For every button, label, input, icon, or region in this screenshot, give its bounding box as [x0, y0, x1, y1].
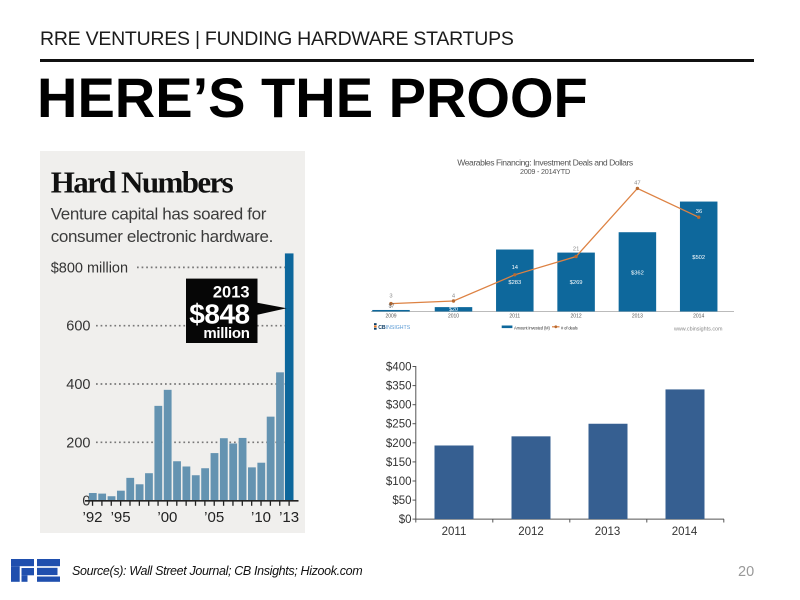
svg-text:2014: 2014: [672, 526, 698, 538]
svg-text:36: 36: [696, 209, 702, 215]
svg-text:2009 - 2014YTD: 2009 - 2014YTD: [520, 167, 570, 176]
svg-text:’13: ’13: [279, 509, 299, 526]
svg-text:Amount Invested (M): Amount Invested (M): [514, 325, 550, 330]
svg-text:$283: $283: [508, 280, 521, 286]
svg-text:$250: $250: [386, 419, 412, 431]
svg-text:million: million: [203, 325, 249, 342]
svg-text:’10: ’10: [250, 509, 270, 526]
svg-text:3: 3: [389, 294, 392, 300]
svg-text:$0: $0: [399, 514, 412, 526]
svg-text:Wearables Financing: Investmen: Wearables Financing: Investment Deals an…: [457, 158, 633, 168]
svg-text:21: 21: [573, 247, 579, 253]
svg-text:400: 400: [66, 377, 90, 393]
svg-text:$800 million: $800 million: [50, 260, 127, 276]
svg-text:2012: 2012: [518, 526, 544, 538]
svg-text:200: 200: [66, 435, 90, 451]
svg-text:600: 600: [66, 319, 90, 335]
svg-text:2014: 2014: [693, 314, 704, 320]
svg-text:$400: $400: [386, 362, 412, 374]
svg-text:2013: 2013: [212, 283, 249, 301]
svg-text:’95: ’95: [110, 509, 130, 526]
svg-text:www.cbinsights.com: www.cbinsights.com: [673, 327, 723, 333]
svg-text:4: 4: [452, 293, 456, 299]
svg-text:$20: $20: [449, 307, 458, 313]
svg-text:2013: 2013: [595, 526, 621, 538]
svg-text:’05: ’05: [204, 509, 224, 526]
svg-text:Venture capital has soared for: Venture capital has soared for: [50, 204, 266, 223]
svg-text:$50: $50: [392, 495, 411, 507]
svg-text:2012: 2012: [571, 314, 582, 320]
svg-text:’92: ’92: [82, 509, 102, 526]
svg-text:$362: $362: [631, 271, 644, 277]
svg-text:2013: 2013: [632, 314, 643, 320]
svg-text:$502: $502: [692, 255, 705, 261]
svg-text:$200: $200: [386, 438, 412, 450]
svg-text:2011: 2011: [509, 314, 520, 320]
svg-text:$150: $150: [386, 457, 412, 469]
svg-text:2010: 2010: [448, 314, 459, 320]
svg-text:47: 47: [634, 180, 640, 186]
svg-text:Hard Numbers: Hard Numbers: [50, 165, 233, 200]
svg-text:2011: 2011: [442, 526, 467, 538]
svg-text:CBINSIGHTS: CBINSIGHTS: [378, 325, 411, 331]
svg-text:$269: $269: [570, 280, 583, 286]
svg-text:2009: 2009: [385, 314, 396, 320]
svg-text:$848: $848: [189, 299, 249, 330]
svg-text:$300: $300: [386, 400, 412, 412]
svg-text:’00: ’00: [157, 509, 177, 526]
svg-text:consumer electronic hardware.: consumer electronic hardware.: [50, 227, 272, 246]
svg-text:$7: $7: [389, 304, 395, 310]
svg-text:14: 14: [512, 265, 519, 271]
svg-text:$350: $350: [386, 381, 412, 393]
svg-text:# of deals: # of deals: [561, 325, 578, 330]
svg-text:$100: $100: [386, 476, 412, 488]
